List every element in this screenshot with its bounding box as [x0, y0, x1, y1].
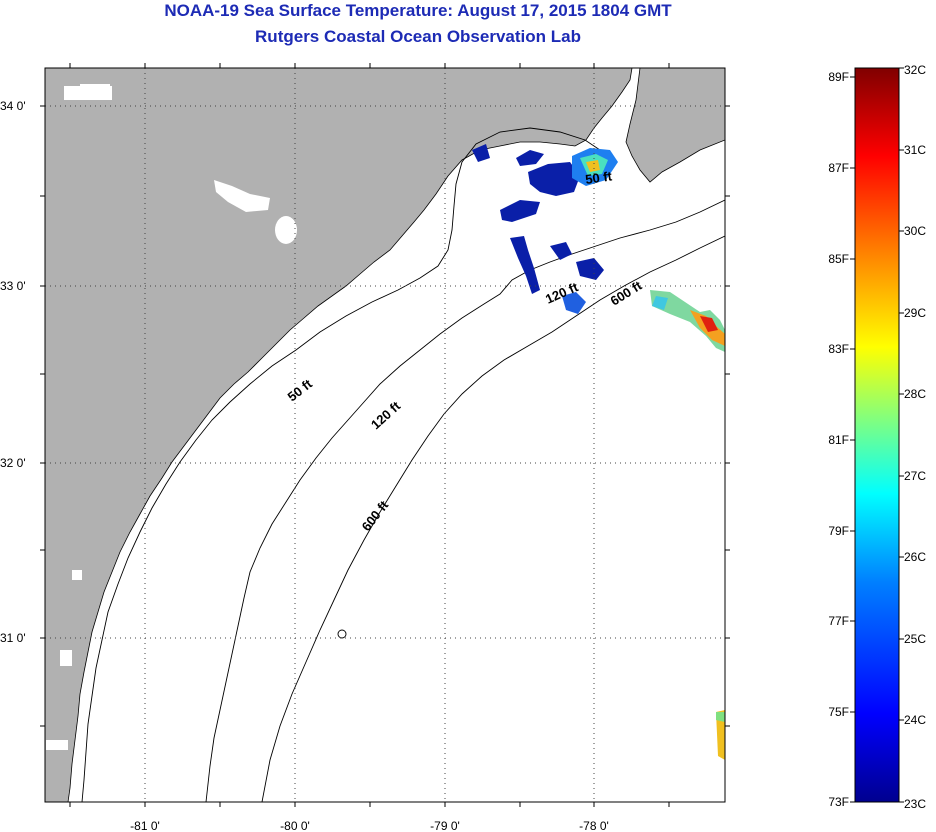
lon-label-79: -79 0'	[430, 819, 460, 832]
title-line-1: NOAA-19 Sea Surface Temperature: August …	[164, 1, 672, 20]
cb-f-label: 79F	[828, 524, 849, 538]
sst-gulfstream	[700, 316, 718, 332]
cloud-patch	[214, 180, 270, 212]
cb-c-label: 32C	[904, 63, 926, 77]
sst-patch-mid	[562, 292, 586, 314]
cb-f-label: 83F	[828, 342, 849, 356]
land-northeast	[625, 68, 725, 183]
sst-patch-cold	[576, 258, 604, 280]
seamount-contour	[337, 629, 347, 639]
sst-gulfstream-south	[716, 712, 725, 722]
lat-label-34: 34 0'	[0, 99, 26, 113]
cb-f-label: 81F	[828, 433, 849, 447]
tick-marks	[40, 63, 730, 807]
sst-patch-warm	[586, 160, 600, 172]
contour-label-50ft-north: 50 ft	[584, 168, 613, 187]
lat-label-31: 31 0'	[0, 631, 26, 645]
isobath-120ft	[205, 199, 725, 802]
cb-c-label: 29C	[904, 306, 926, 320]
map-frame	[44, 67, 726, 803]
colorbar-ticks	[850, 67, 904, 803]
sst-gulfstream	[652, 296, 668, 310]
cb-c-label: 23C	[904, 797, 926, 811]
sst-patch-cold	[528, 162, 580, 196]
colorbar	[854, 67, 900, 803]
colorbar-f-labels: 89F 87F 85F 83F 81F 79F 77F 75F 73F	[828, 70, 849, 809]
cloud-patch	[275, 216, 297, 244]
cb-c-label: 27C	[904, 469, 926, 483]
cloud-patch	[72, 570, 82, 580]
cb-c-label: 31C	[904, 143, 926, 157]
cb-c-label: 26C	[904, 550, 926, 564]
sst-gulfstream	[650, 290, 725, 352]
sst-patch-cold	[500, 200, 540, 222]
sst-patch-cold	[472, 144, 490, 162]
lon-label-81: -81 0'	[130, 819, 160, 832]
cb-c-label: 28C	[904, 387, 926, 401]
cloud-patch	[60, 650, 72, 666]
cb-f-label: 89F	[828, 70, 849, 84]
lon-label-80: -80 0'	[280, 819, 310, 832]
cb-c-label: 30C	[904, 224, 926, 238]
graticule	[45, 68, 725, 802]
cb-c-label: 25C	[904, 632, 926, 646]
cb-c-label: 24C	[904, 713, 926, 727]
colorbar-c-labels: 32C 31C 30C 29C 28C 27C 26C 25C 24C 23C	[904, 63, 926, 811]
land-mass	[45, 68, 633, 802]
cloud-patch	[80, 84, 110, 90]
lat-label-33: 33 0'	[0, 279, 26, 293]
lat-label-32: 32 0'	[0, 456, 26, 470]
cb-f-label: 85F	[828, 252, 849, 266]
lon-label-78: -78 0'	[579, 819, 609, 832]
title-line-2: Rutgers Coastal Ocean Observation Lab	[255, 27, 581, 46]
isobath-50ft	[81, 127, 601, 802]
cloud-patch	[46, 740, 68, 750]
cb-f-label: 77F	[828, 614, 849, 628]
sst-patch-cold	[516, 150, 544, 166]
sst-gulfstream-south	[716, 710, 725, 760]
sst-patch-cold	[550, 242, 572, 260]
isobath-600ft	[261, 235, 725, 802]
cb-f-label: 73F	[828, 795, 849, 809]
cb-f-label: 87F	[828, 161, 849, 175]
sst-patch-cold	[510, 236, 540, 294]
cb-f-label: 75F	[828, 705, 849, 719]
